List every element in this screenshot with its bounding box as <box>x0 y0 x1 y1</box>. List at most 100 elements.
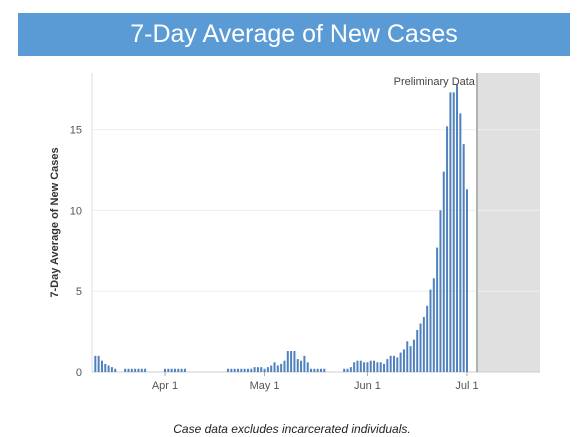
data-bar <box>379 362 382 372</box>
data-bar <box>422 317 425 372</box>
data-bar <box>313 368 316 372</box>
data-bar <box>306 362 309 372</box>
data-bar <box>286 350 289 372</box>
data-bar <box>316 368 319 372</box>
chart-title: 7-Day Average of New Cases <box>130 20 458 48</box>
data-bar <box>456 84 459 373</box>
data-bar <box>237 368 240 372</box>
data-bar <box>110 367 113 372</box>
data-bar <box>183 368 186 372</box>
data-bar <box>140 368 143 372</box>
data-bar <box>167 368 170 372</box>
data-bar <box>369 360 372 372</box>
data-bar <box>290 350 293 372</box>
data-bar <box>256 367 259 372</box>
data-bar <box>310 368 313 372</box>
data-bar <box>97 355 100 372</box>
data-bar <box>276 365 279 372</box>
data-bar <box>359 360 362 372</box>
data-bar <box>260 367 263 372</box>
data-bar <box>363 362 366 372</box>
x-tick-label: Apr 1 <box>152 380 178 392</box>
data-bar <box>246 368 249 372</box>
data-bar <box>303 355 306 372</box>
data-bar <box>230 368 233 372</box>
data-bar <box>107 365 110 372</box>
x-tick-label: Jun 1 <box>354 380 381 392</box>
data-bar <box>134 368 137 372</box>
data-bar <box>366 362 369 372</box>
data-bar <box>319 368 322 372</box>
data-bar <box>100 360 103 372</box>
data-bar <box>227 368 230 372</box>
data-bar <box>137 368 140 372</box>
y-tick-label: 0 <box>76 367 82 379</box>
x-tick-label: Jul 1 <box>455 380 478 392</box>
y-tick-label: 15 <box>70 125 82 137</box>
data-bar <box>356 360 359 372</box>
data-bar <box>104 363 107 372</box>
data-bar <box>144 368 147 372</box>
data-bar <box>233 368 236 372</box>
data-bar <box>164 368 167 372</box>
data-bar <box>409 346 412 372</box>
data-bar <box>452 92 455 372</box>
data-bar <box>173 368 176 372</box>
data-bar <box>446 126 449 372</box>
chart-title-banner: 7-Day Average of New Cases <box>18 13 570 56</box>
data-bar <box>432 278 435 372</box>
data-bar <box>130 368 133 372</box>
data-bar <box>349 367 352 372</box>
data-bar <box>376 362 379 372</box>
data-bar <box>416 329 419 372</box>
data-bar <box>300 360 303 372</box>
y-axis-label: 7-Day Average of New Cases <box>49 147 61 297</box>
data-bar <box>412 339 415 372</box>
data-bar <box>373 360 376 372</box>
preliminary-data-label: Preliminary Data <box>394 76 476 88</box>
data-bar <box>462 144 465 372</box>
data-bar <box>296 359 299 372</box>
data-bar <box>263 368 266 372</box>
preliminary-data-region <box>476 73 540 372</box>
data-bar <box>389 355 392 372</box>
data-bar <box>180 368 183 372</box>
data-bar <box>439 210 442 372</box>
data-bar <box>465 189 468 372</box>
data-bar <box>429 289 432 372</box>
data-bar <box>449 92 452 372</box>
data-bar <box>392 355 395 372</box>
data-bar <box>273 362 276 372</box>
data-bar <box>459 113 462 373</box>
data-bar <box>399 352 402 372</box>
data-bar <box>343 368 346 372</box>
data-bar <box>419 323 422 372</box>
data-bar <box>406 341 409 372</box>
data-bar <box>426 305 429 372</box>
footnote: Case data excludes incarcerated individu… <box>173 422 411 436</box>
data-bar <box>442 171 445 372</box>
y-tick-label: 10 <box>70 205 82 217</box>
data-bar <box>323 368 326 372</box>
data-bar <box>386 359 389 372</box>
data-bar <box>283 360 286 372</box>
data-bar <box>346 368 349 372</box>
data-bar <box>396 357 399 372</box>
data-bar <box>280 363 283 372</box>
y-tick-label: 5 <box>76 286 82 298</box>
data-bar <box>243 368 246 372</box>
data-bar <box>266 367 269 372</box>
data-bar <box>402 349 405 372</box>
data-bar <box>383 363 386 372</box>
data-bar <box>94 355 97 372</box>
data-bar <box>114 368 117 372</box>
data-bar <box>124 368 127 372</box>
data-bar <box>270 365 273 372</box>
data-bar <box>240 368 243 372</box>
data-bar <box>293 350 296 372</box>
data-bar <box>250 368 253 372</box>
data-bar <box>170 368 173 372</box>
data-bar <box>253 367 256 372</box>
data-bar <box>127 368 130 372</box>
